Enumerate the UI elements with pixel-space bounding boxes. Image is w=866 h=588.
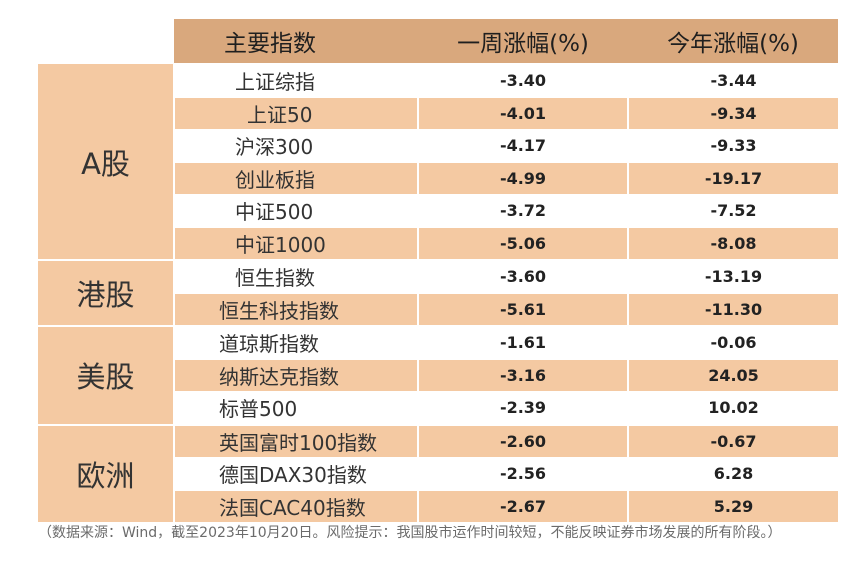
index-name: 恒生科技指数 xyxy=(174,293,418,327)
header-index: 主要指数 xyxy=(174,19,418,65)
table-row: A股 上证综指 -3.40 -3.44 xyxy=(38,64,838,261)
table-row: 上证50 -4.01 -9.34 xyxy=(38,97,838,130)
ytd-change-value: -11.30 xyxy=(627,293,838,327)
weekly-change-value: -1.61 xyxy=(417,326,628,360)
ytd-change-value: -9.34 xyxy=(627,97,838,130)
table-row: 欧洲 英国富时100指数 -2.60 -0.67 xyxy=(38,424,838,524)
group-label: 港股 xyxy=(38,260,175,327)
group-label: A股 xyxy=(38,64,175,261)
weekly-change-value: -4.01 xyxy=(417,97,628,130)
ytd-change-value: -8.08 xyxy=(627,227,838,261)
table-header-row: 主要指数 一周涨幅(%) 今年涨幅(%) xyxy=(38,19,838,65)
table-body: A股 上证综指 -3.40 -3.44 上证50 -4.01 -9.34 沪深300 -4.17… xyxy=(38,64,838,524)
index-name: 英国富时100指数 xyxy=(174,424,418,458)
weekly-change-value: -3.72 xyxy=(417,194,628,228)
ytd-change-value: -9.33 xyxy=(627,129,838,163)
index-name: 上证综指 xyxy=(174,64,418,98)
weekly-change-value: -2.56 xyxy=(417,457,628,491)
header-weekly-change: 一周涨幅(%) xyxy=(418,19,628,65)
ytd-change-value: 6.28 xyxy=(627,457,838,491)
market-index-table: 主要指数 一周涨幅(%) 今年涨幅(%) A股 上证综指 -3.40 -3.44 上证5… xyxy=(38,19,838,524)
ytd-change-value: -13.19 xyxy=(627,260,838,294)
index-name: 上证50 xyxy=(174,97,418,130)
weekly-change-value: -5.06 xyxy=(417,227,628,261)
table-row: 美股 道琼斯指数 -1.61 -0.06 xyxy=(38,326,838,426)
table-row: 中证500 -3.72 -7.52 xyxy=(38,194,838,228)
weekly-change-value: -3.60 xyxy=(417,260,628,294)
group-label: 美股 xyxy=(38,326,175,426)
table-row: 德国DAX30指数 -2.56 6.28 xyxy=(38,457,838,491)
ytd-change-value: 24.05 xyxy=(627,359,838,392)
table-row: 纳斯达克指数 -3.16 24.05 xyxy=(38,359,838,392)
ytd-change-value: -19.17 xyxy=(627,162,838,195)
table-row: 沪深300 -4.17 -9.33 xyxy=(38,129,838,163)
table-row: 港股 恒生指数 -3.60 -13.19 xyxy=(38,260,838,327)
weekly-change-value: -2.67 xyxy=(417,490,628,524)
index-name: 道琼斯指数 xyxy=(174,326,418,360)
group-label: 欧洲 xyxy=(38,424,175,524)
weekly-change-value: -2.60 xyxy=(417,424,628,458)
header-ytd-change: 今年涨幅(%) xyxy=(628,19,838,65)
ytd-change-value: -3.44 xyxy=(627,64,838,98)
table-row: 法国CAC40指数 -2.67 5.29 xyxy=(38,490,838,524)
index-name: 法国CAC40指数 xyxy=(174,490,418,524)
table-row: 标普500 -2.39 10.02 xyxy=(38,391,838,425)
index-name: 沪深300 xyxy=(174,129,418,163)
market-index-table-container: 主要指数 一周涨幅(%) 今年涨幅(%) A股 上证综指 -3.40 -3.44 上证5… xyxy=(38,19,838,524)
table-row: 中证1000 -5.06 -8.08 xyxy=(38,227,838,261)
ytd-change-value: 5.29 xyxy=(627,490,838,524)
weekly-change-value: -3.40 xyxy=(417,64,628,98)
ytd-change-value: -0.67 xyxy=(627,424,838,458)
ytd-change-value: -7.52 xyxy=(627,194,838,228)
ytd-change-value: -0.06 xyxy=(627,326,838,360)
index-name: 标普500 xyxy=(174,391,418,425)
index-name: 恒生指数 xyxy=(174,260,418,294)
table-row: 恒生科技指数 -5.61 -11.30 xyxy=(38,293,838,327)
weekly-change-value: -4.99 xyxy=(417,162,628,195)
index-name: 德国DAX30指数 xyxy=(174,457,418,491)
header-empty-cell xyxy=(38,19,174,64)
weekly-change-value: -4.17 xyxy=(417,129,628,163)
index-name: 创业板指 xyxy=(174,162,418,195)
footnote: （数据来源：Wind，截至2023年10月20日。风险提示：我国股市运作时间较短… xyxy=(38,525,782,541)
index-name: 纳斯达克指数 xyxy=(174,359,418,392)
weekly-change-value: -3.16 xyxy=(417,359,628,392)
weekly-change-value: -5.61 xyxy=(417,293,628,327)
ytd-change-value: 10.02 xyxy=(627,391,838,425)
weekly-change-value: -2.39 xyxy=(417,391,628,425)
index-name: 中证1000 xyxy=(174,227,418,261)
table-row: 创业板指 -4.99 -19.17 xyxy=(38,162,838,195)
index-name: 中证500 xyxy=(174,194,418,228)
